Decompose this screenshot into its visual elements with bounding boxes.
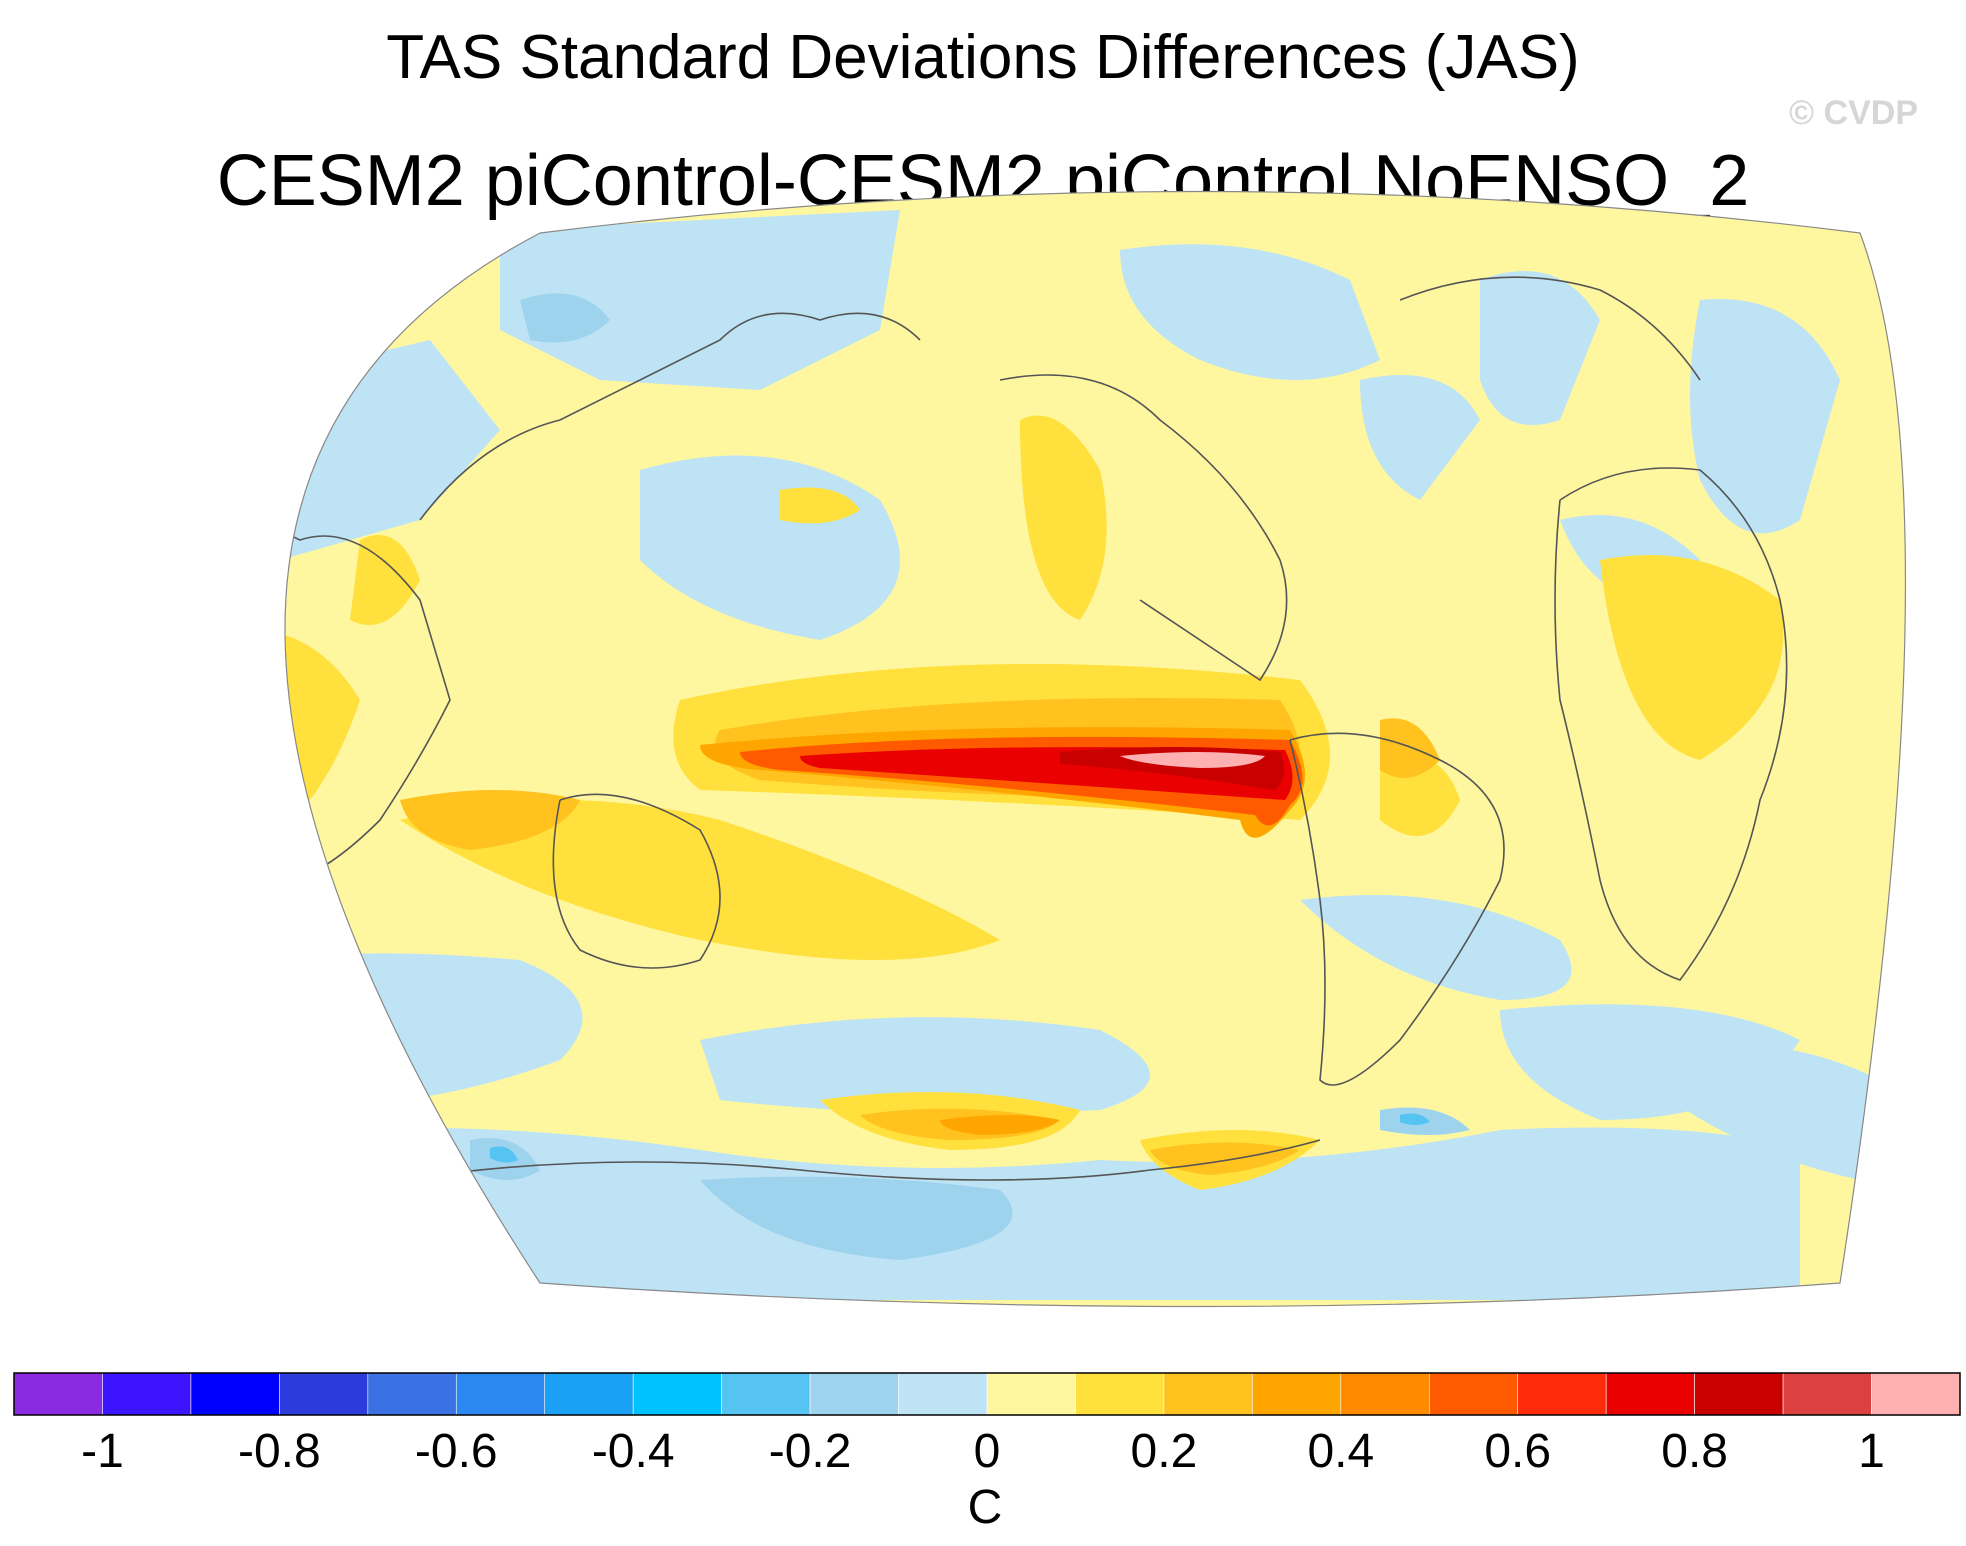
negative-anomaly-regions <box>285 210 1880 1300</box>
colorbar-cell <box>279 1372 369 1416</box>
colorbar-cell <box>1605 1372 1695 1416</box>
colorbar-tick-label: 1 <box>1858 1425 1885 1478</box>
colorbar-cell <box>632 1372 722 1416</box>
colorbar-cell <box>1340 1372 1430 1416</box>
watermark: © CVDP <box>1789 94 1918 132</box>
colorbar-cell <box>1694 1372 1784 1416</box>
map-field <box>285 191 1906 1307</box>
map-border <box>284 190 1907 1308</box>
colorbar-cell <box>1428 1372 1519 1416</box>
colorbar-tick-label: 0.6 <box>1484 1425 1552 1478</box>
colorbar-cell <box>721 1372 811 1416</box>
colorbar-tick-label: -0.2 <box>768 1425 852 1478</box>
colorbar-frame <box>13 1372 1961 1416</box>
colorbar-tick-label: 0.8 <box>1661 1425 1728 1478</box>
colorbar-cell <box>1252 1372 1342 1416</box>
colorbar-tick-label: 0 <box>973 1425 1001 1478</box>
colorbar-cell <box>1782 1372 1872 1416</box>
colorbar-tick-label: -0.6 <box>414 1425 498 1478</box>
colorbar-cell <box>1517 1372 1607 1416</box>
strongest-negative-regions <box>490 1113 1430 1163</box>
colorbar-cell <box>544 1372 634 1416</box>
enso-tongue-maximum <box>1120 752 1265 768</box>
colorbar-cell <box>367 1372 457 1416</box>
chart-title: TAS Standard Deviations Differences (JAS… <box>386 23 1580 92</box>
colorbar-cell <box>455 1372 546 1416</box>
colorbar-cell <box>1163 1372 1253 1416</box>
colorbar-cell <box>986 1372 1076 1416</box>
colorbar-cell <box>1075 1372 1165 1416</box>
colorbar-tick-label: -0.4 <box>591 1425 675 1478</box>
colorbar-tick-label: 0.2 <box>1130 1425 1198 1478</box>
colorbar-cell <box>13 1372 103 1416</box>
colorbar-unit-label: C <box>967 1481 1003 1534</box>
colorbar-tick-label: 0.4 <box>1307 1425 1375 1478</box>
colorbar-cell <box>1871 1372 1961 1416</box>
colorbar-tick-label: -1 <box>81 1425 124 1478</box>
colorbar-cells <box>13 1372 1961 1416</box>
colorbar-cell <box>898 1372 988 1416</box>
continent-outlines <box>285 276 1788 1181</box>
colorbar-cell <box>102 1372 192 1416</box>
colorbar-tick-label: -0.8 <box>238 1425 321 1478</box>
colorbar-cell <box>809 1372 899 1416</box>
colorbar-cell <box>190 1372 280 1416</box>
